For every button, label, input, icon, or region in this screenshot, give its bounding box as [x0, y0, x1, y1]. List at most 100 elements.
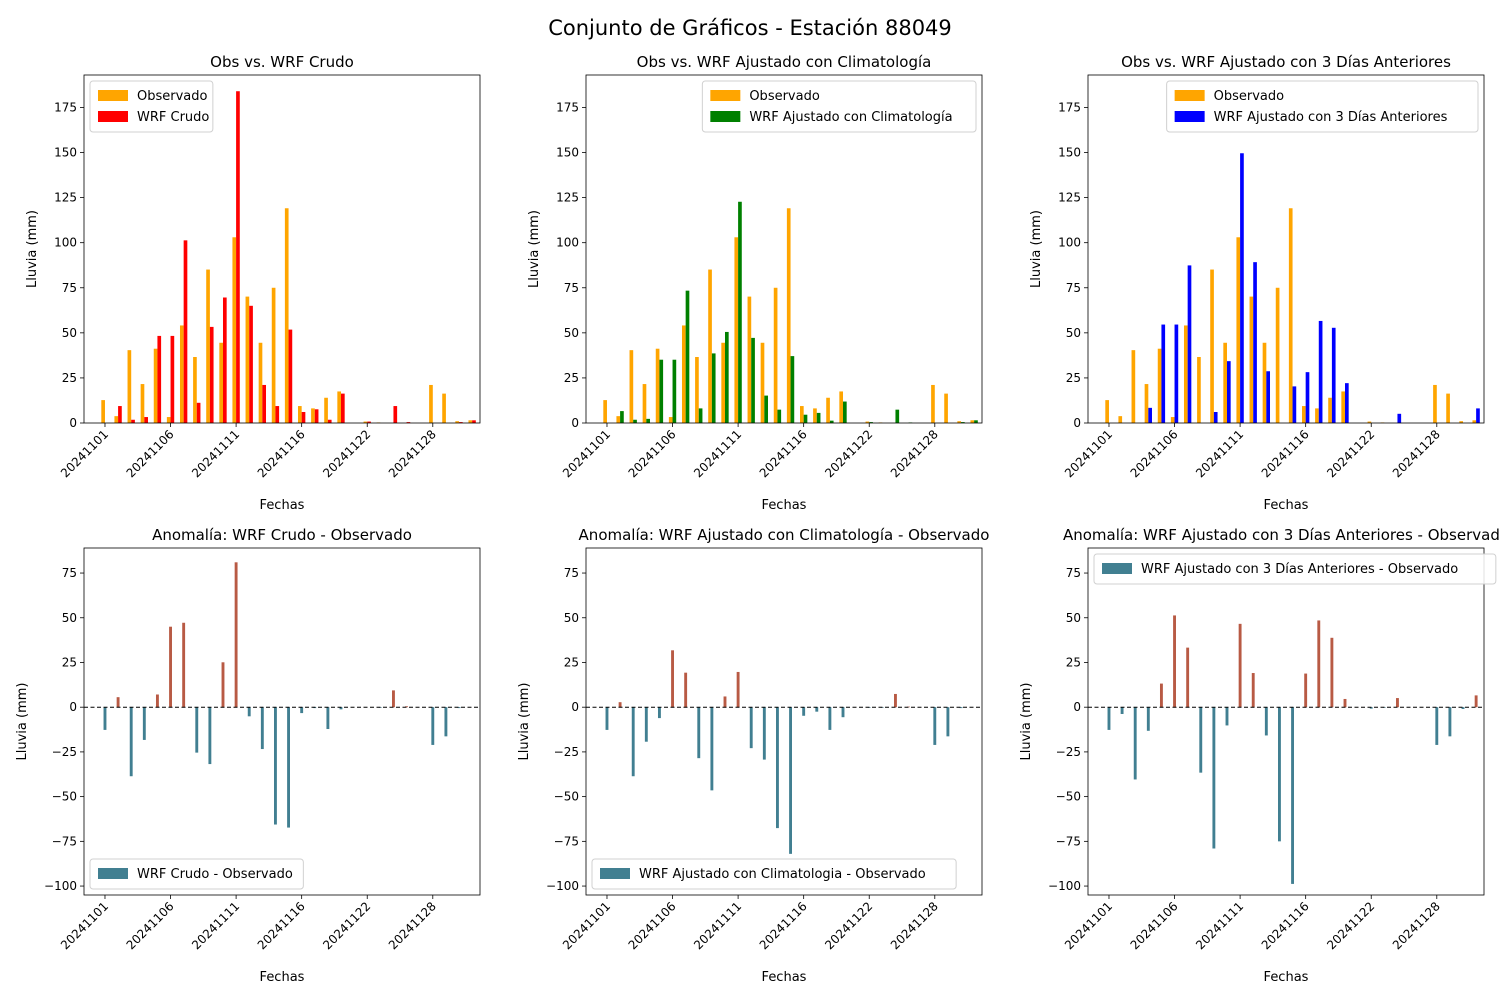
- chart-panel-6: Anomalía: WRF Ajustado con 3 Días Anteri…: [1019, 526, 1500, 985]
- bar-observado: [258, 342, 263, 423]
- anomaly-bar: [444, 707, 448, 737]
- x-tick-label: 20241128: [386, 899, 439, 952]
- legend-label: Observado: [1214, 89, 1285, 104]
- legend-frame: [1166, 80, 1479, 133]
- legend: WRF Crudo - Observado: [89, 858, 304, 890]
- bar-observado: [931, 384, 935, 423]
- y-tick-label: −25: [52, 745, 77, 759]
- anomaly-bar: [631, 707, 635, 777]
- bar-wrf_crudo: [327, 419, 332, 423]
- anomaly-bar: [789, 707, 792, 854]
- bar-observado: [760, 342, 765, 423]
- anomaly-bar: [671, 650, 674, 708]
- bar-wrf_climatologia: [724, 331, 729, 423]
- x-axis-label: Fechas: [260, 498, 305, 513]
- bar-observado: [271, 287, 276, 423]
- anomaly-bar: [1159, 683, 1163, 708]
- bar-observado: [1472, 420, 1477, 423]
- chart-title: Obs vs. WRF Ajustado con Climatología: [637, 53, 932, 71]
- bar-wrf_3dias: [1148, 407, 1152, 423]
- anomaly-bar: [933, 707, 937, 745]
- bars-group: [101, 91, 476, 423]
- y-tick-label: −100: [44, 879, 77, 893]
- anomaly-bar: [484, 683, 487, 707]
- anomaly-bar: [129, 707, 133, 777]
- legend-swatch: [98, 90, 128, 101]
- bar-observado: [642, 384, 647, 423]
- bar-observado: [984, 403, 988, 423]
- y-tick-label: 25: [1066, 655, 1081, 669]
- x-axis-label: Fechas: [260, 970, 305, 985]
- bar-wrf_climatologia: [843, 401, 847, 423]
- anomaly-bar: [300, 707, 304, 714]
- bar-wrf_crudo: [196, 402, 201, 423]
- x-tick-label: 20241122: [822, 899, 875, 952]
- bar-observado: [337, 391, 342, 423]
- y-tick-label: 75: [62, 281, 77, 295]
- legend-swatch: [600, 868, 630, 879]
- y-tick-label: 50: [1066, 326, 1081, 340]
- anomaly-bar: [762, 707, 766, 760]
- x-tick-label: 20241122: [822, 427, 875, 480]
- bar-observado: [153, 348, 158, 423]
- y-tick-label: 0: [571, 700, 579, 714]
- x-tick-label: 20241128: [888, 899, 941, 952]
- y-tick-label: 25: [564, 655, 579, 669]
- anomaly-bar: [1474, 695, 1478, 708]
- bars-group: [103, 562, 487, 828]
- anomaly-bar: [1343, 698, 1347, 708]
- bar-wrf_crudo: [301, 412, 306, 423]
- bar-observado: [839, 391, 844, 423]
- bar-observado: [616, 416, 621, 423]
- bar-observado: [1446, 393, 1450, 423]
- bar-observado: [721, 342, 725, 423]
- bar-wrf_3dias: [1187, 265, 1192, 423]
- y-tick-label: 25: [1066, 371, 1081, 385]
- bar-observado: [429, 384, 433, 423]
- axes-frame: [83, 547, 481, 896]
- anomaly-bar: [142, 707, 146, 740]
- bar-wrf_climatologia: [738, 201, 742, 423]
- y-tick-label: 75: [564, 281, 579, 295]
- legend-frame: [701, 80, 977, 133]
- bar-observado: [297, 406, 302, 423]
- y-tick-label: −50: [52, 790, 77, 804]
- bars-group: [605, 650, 963, 854]
- y-tick-label: 125: [54, 191, 77, 205]
- bar-wrf_crudo: [341, 393, 345, 423]
- bar-wrf_climatologia: [869, 422, 873, 423]
- bar-observado: [1486, 403, 1490, 423]
- bar-observado: [813, 408, 817, 423]
- anomaly-bar: [605, 707, 609, 730]
- axes-frame: [83, 74, 481, 424]
- anomaly-bar: [155, 694, 159, 708]
- anomaly-bar: [894, 693, 897, 708]
- y-tick-label: 25: [62, 371, 77, 385]
- chart-panel-5: Anomalía: WRF Ajustado con Climatología …: [517, 526, 989, 985]
- bar-observado: [1197, 357, 1201, 423]
- x-tick-label: 20241101: [560, 899, 613, 952]
- bar-wrf_crudo: [131, 419, 135, 423]
- bar-observado: [1210, 269, 1214, 423]
- legend-swatch: [98, 868, 128, 879]
- x-axis-label: Fechas: [1264, 970, 1309, 985]
- chart-panel-1: Obs vs. WRF Crudo 0 25 50 75 100 125 150 175 2024…: [25, 53, 481, 513]
- chart-title: Obs vs. WRF Crudo: [210, 53, 354, 71]
- bar-observado: [786, 208, 791, 423]
- bar-wrf_crudo: [472, 420, 476, 423]
- anomaly-bar: [1264, 707, 1268, 736]
- bar-observado: [1144, 384, 1149, 423]
- bar-observado: [747, 296, 752, 423]
- y-tick-label: 125: [556, 191, 579, 205]
- x-tick-label: 20241111: [691, 899, 744, 952]
- x-tick-label: 20241128: [1390, 899, 1443, 952]
- bar-wrf_3dias: [1318, 320, 1323, 423]
- anomaly-bar: [749, 707, 753, 749]
- x-tick-label: 20241116: [1259, 899, 1312, 952]
- legend-swatch: [98, 111, 128, 122]
- bar-observado: [193, 357, 197, 423]
- legend-label: WRF Crudo - Observado: [137, 867, 293, 882]
- y-tick-label: 0: [69, 700, 77, 714]
- bar-observado: [1105, 400, 1109, 423]
- bar-wrf_crudo: [367, 421, 371, 423]
